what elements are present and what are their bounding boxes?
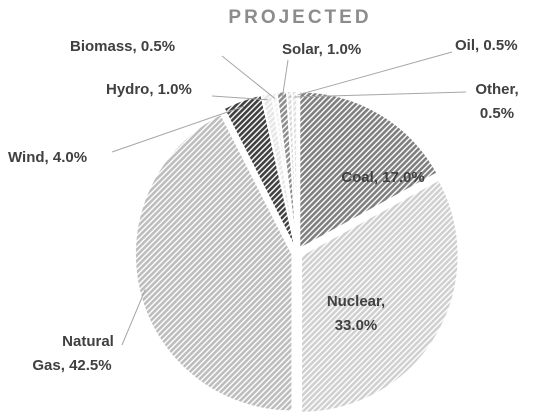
pie-slice [291,90,298,249]
data-label: Biomass, 0.5% [70,38,175,55]
data-label: Nuclear, [327,293,385,310]
pie-slice [300,178,460,414]
leader-line [111,105,245,153]
data-label: Solar, 1.0% [282,41,361,58]
data-label: Hydro, 1.0% [106,81,192,98]
leader-line [294,91,467,98]
data-label: Gas, 42.5% [32,357,111,374]
leader-line [211,95,268,101]
data-label: 0.5% [480,105,514,122]
pie-slice [298,90,439,250]
chart-title: PROJECTED [228,7,371,28]
pie-slice [223,94,297,249]
pie-slice [134,113,293,412]
data-label: Natural [62,333,114,350]
data-label: Wind, 4.0% [8,149,87,166]
leader-line [121,289,146,346]
leader-line [281,59,289,98]
data-label: 33.0% [335,317,378,334]
leader-line [289,51,453,98]
data-label: Coal, 17.0% [341,169,424,186]
leader-line [221,55,276,99]
data-label: Oil, 0.5% [455,37,518,54]
data-label: Other, [475,81,518,98]
